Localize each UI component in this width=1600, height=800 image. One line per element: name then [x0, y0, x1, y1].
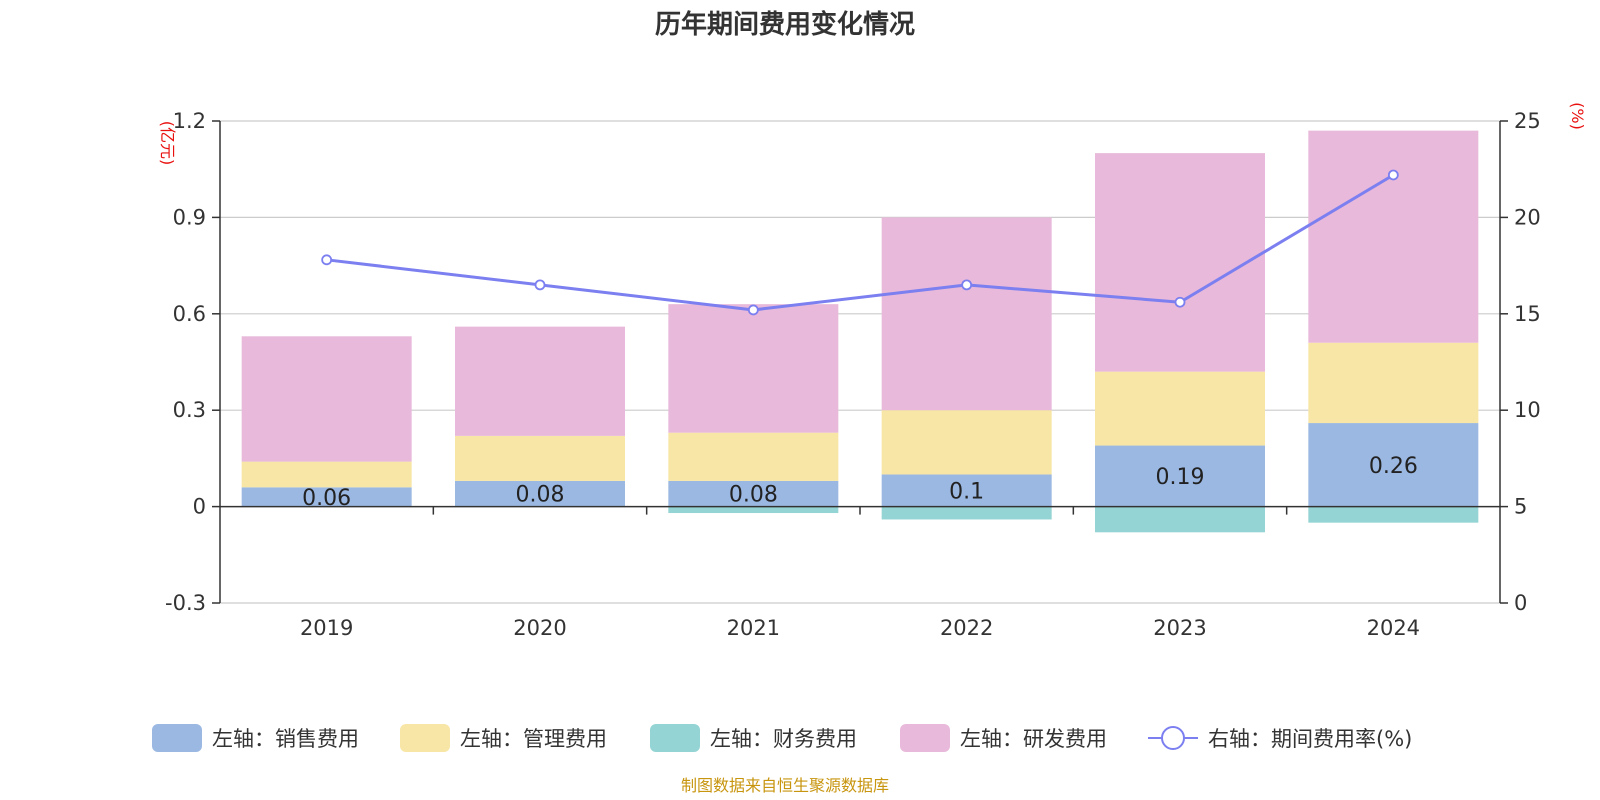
- x-tick-label: 2024: [1367, 616, 1420, 640]
- source-note: 制图数据来自恒生聚源数据库: [681, 776, 889, 795]
- bar-segment: [881, 474, 1052, 507]
- right-tick-label: 25: [1514, 109, 1541, 133]
- bar-segment: [881, 410, 1052, 475]
- x-tick-label: 2019: [300, 616, 353, 640]
- bar-segment: [881, 217, 1052, 411]
- bar-segment: [668, 432, 839, 481]
- legend-swatch: [900, 724, 950, 752]
- left-axis-unit: (亿元): [158, 121, 177, 166]
- legend-swatch: [650, 724, 700, 752]
- right-tick-label: 10: [1514, 398, 1541, 422]
- legend-label: 左轴：研发费用: [960, 727, 1107, 751]
- x-tick-label: 2021: [727, 616, 780, 640]
- bar-segment: [881, 506, 1052, 520]
- chart-title: 历年期间费用变化情况: [655, 9, 915, 40]
- rate-point: [321, 254, 333, 266]
- bar-value-label: 0.08: [729, 483, 778, 508]
- left-tick-label: 0.3: [173, 398, 206, 422]
- right-tick-label: 15: [1514, 302, 1541, 326]
- bar-segment: [455, 480, 625, 507]
- bar-segment: [668, 480, 839, 507]
- bar-segment: [1308, 506, 1479, 523]
- right-axis-unit: (%): [1568, 102, 1587, 130]
- legend-label: 右轴：期间费用率(%): [1208, 727, 1412, 751]
- bar-segment: [1308, 130, 1479, 343]
- grid-lines: [220, 120, 1500, 604]
- bar-segment: [1095, 153, 1265, 372]
- bar-segment: [241, 461, 412, 488]
- rate-line: [321, 169, 1399, 316]
- right-tick-label: 0: [1514, 591, 1527, 615]
- rate-line-path: [326, 173, 1395, 312]
- left-tick-label: 0.9: [173, 205, 206, 229]
- x-tick-label: 2023: [1153, 616, 1206, 640]
- axes: -0.3 0 0.3 0.6 0.9 1.2 0 5 10 15 20 25 2019 2020 2021 2…: [165, 109, 1541, 640]
- legend-label: 左轴：财务费用: [710, 727, 857, 751]
- right-tick-label: 20: [1514, 205, 1541, 229]
- right-tick-label: 5: [1514, 495, 1527, 519]
- bar-value-label: 0.26: [1369, 454, 1418, 479]
- bar-segment: [455, 435, 625, 481]
- bar-segment: [455, 326, 625, 436]
- bar-value-label: 0.1: [949, 480, 984, 505]
- bar-segment: [668, 304, 839, 433]
- left-tick-label: 0.6: [173, 302, 206, 326]
- left-tick-label: -0.3: [165, 591, 206, 615]
- bar-value-label: 0.06: [302, 486, 351, 511]
- legend-swatch: [400, 724, 450, 752]
- bar-segment: [668, 506, 839, 514]
- bar-segment: [1308, 342, 1479, 424]
- left-tick-label: 0: [193, 495, 206, 519]
- legend-label: 左轴：管理费用: [460, 727, 607, 751]
- legend-label: 左轴：销售费用: [212, 727, 359, 751]
- bar-segment: [1095, 506, 1265, 533]
- legend-swatch: [152, 724, 202, 752]
- rate-point: [534, 279, 546, 291]
- bar-value-label: 0.08: [516, 483, 565, 508]
- bar-segment: [241, 336, 412, 462]
- x-tick-label: 2022: [940, 616, 993, 640]
- rate-point: [747, 304, 759, 316]
- rate-point: [1387, 169, 1399, 181]
- data-labels: 0.06 0.08 0.08 0.1 0.19 0.26: [302, 454, 1418, 511]
- bar-segment: [1095, 445, 1265, 507]
- rate-point: [961, 279, 973, 291]
- left-tick-label: 1.2: [173, 109, 206, 133]
- bar-segment: [1308, 423, 1479, 507]
- legend: 左轴：销售费用 左轴：管理费用 左轴：财务费用 左轴：研发费用 右轴：期间费用率(%): [152, 724, 1412, 752]
- bar-value-label: 0.19: [1156, 465, 1205, 490]
- legend-swatch-marker: [1161, 726, 1185, 750]
- bar-segment: [1095, 371, 1265, 446]
- rate-point: [1174, 296, 1186, 308]
- bar-segment: [241, 487, 412, 507]
- x-tick-label: 2020: [513, 616, 566, 640]
- bars: [241, 130, 1479, 533]
